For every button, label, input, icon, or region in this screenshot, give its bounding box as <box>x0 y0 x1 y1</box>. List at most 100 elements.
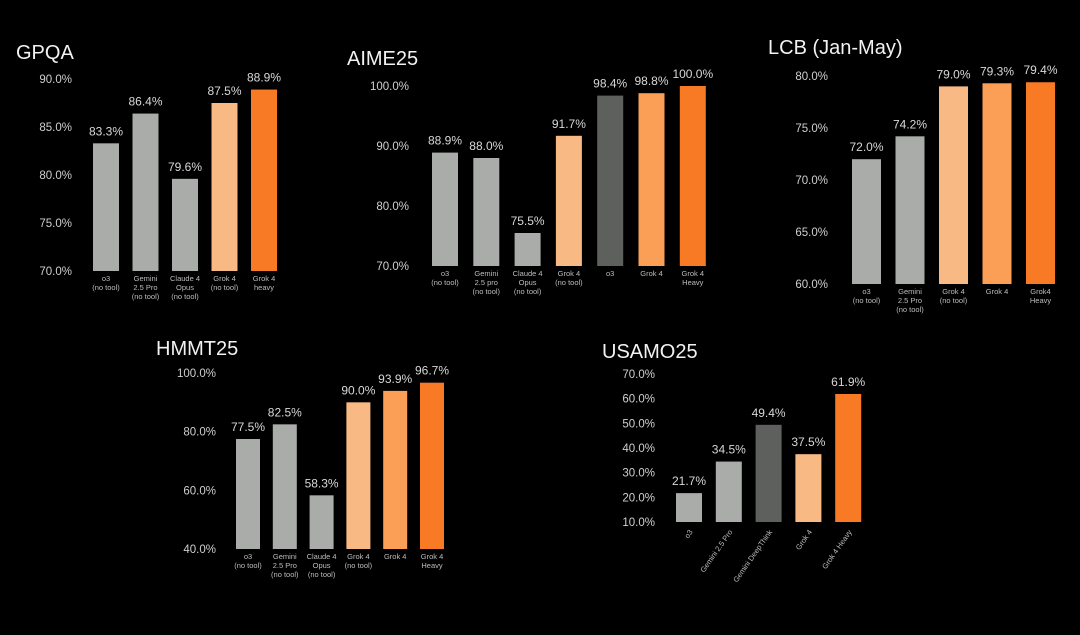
data-label: 75.5% <box>511 214 545 228</box>
data-label: 100.0% <box>672 67 713 81</box>
category-label: Grok4 Heavy <box>1030 287 1052 305</box>
category-label: o3 (no tool) <box>431 269 459 287</box>
bar <box>895 136 925 284</box>
chart-title-hmmt25: HMMT25 <box>156 338 239 360</box>
category-label: Grok 4 (no tool) <box>211 274 239 292</box>
y-tick-label: 40.0% <box>183 544 216 556</box>
category-label: o3 (no tool) <box>92 274 120 292</box>
bar <box>132 113 159 271</box>
y-tick-label: 75.0% <box>39 218 72 230</box>
y-tick-label: 85.0% <box>39 122 72 134</box>
data-label: 49.4% <box>752 406 786 420</box>
y-tick-label: 100.0% <box>177 368 216 380</box>
data-label: 79.4% <box>1023 63 1057 77</box>
category-label: Grok 4 Heavy <box>682 269 705 287</box>
data-label: 88.0% <box>469 139 503 153</box>
data-label: 87.5% <box>207 84 241 98</box>
category-label: Grok 4 Heavy <box>421 552 444 570</box>
y-tick-label: 60.0% <box>795 279 828 291</box>
bar <box>383 390 408 549</box>
y-tick-label: 80.0% <box>795 71 828 83</box>
bar <box>473 158 500 266</box>
y-tick-label: 70.0% <box>795 175 828 187</box>
y-tick-label: 60.0% <box>183 485 216 497</box>
category-label: Grok 4 heavy <box>253 274 276 292</box>
chart-title-gpqa: GPQA <box>16 42 74 64</box>
data-label: 96.7% <box>415 364 449 378</box>
category-label: Gemini 2.5 Pro (no tool) <box>132 274 160 301</box>
y-tick-label: 20.0% <box>622 492 655 504</box>
bar <box>715 461 742 522</box>
category-label: Claude 4 Opus (no tool) <box>307 552 337 579</box>
bar <box>420 382 444 549</box>
category-label: Gemini DeepThink <box>731 528 774 584</box>
data-label: 86.4% <box>128 95 162 109</box>
data-label: 77.5% <box>231 420 265 434</box>
y-tick-label: 70.0% <box>622 369 655 381</box>
y-tick-label: 80.0% <box>376 201 409 213</box>
bar <box>852 159 881 284</box>
category-label: Grok 4 <box>794 528 814 552</box>
data-label: 98.8% <box>634 74 668 88</box>
category-label: Grok 4 (no tool) <box>940 287 968 305</box>
y-tick-label: 40.0% <box>622 443 655 455</box>
bar <box>432 152 458 266</box>
y-tick-label: 10.0% <box>622 517 655 529</box>
bar <box>514 233 541 266</box>
y-tick-label: 50.0% <box>622 418 655 430</box>
data-label: 79.0% <box>936 67 970 81</box>
data-label: 58.3% <box>305 476 339 490</box>
chart-title-aime25: AIME25 <box>347 48 419 70</box>
category-label: Claude 4 Opus (no tool) <box>513 269 543 296</box>
bar <box>679 86 706 266</box>
category-label: Gemini 2.5 Pro (no tool) <box>271 552 299 579</box>
data-label: 79.3% <box>980 64 1014 78</box>
category-label: Grok 4 <box>640 269 663 278</box>
data-label: 34.5% <box>712 443 746 457</box>
category-label: o3 <box>606 269 614 278</box>
bar <box>597 95 624 266</box>
bar <box>1026 82 1055 285</box>
data-label: 82.5% <box>268 405 302 419</box>
category-label: Gemini 2.5 pro (no tool) <box>473 269 501 296</box>
category-label: Gemini 2.5 Pro (no tool) <box>896 287 924 314</box>
category-label: o3 (no tool) <box>853 287 881 305</box>
data-label: 90.0% <box>341 383 375 397</box>
bar <box>939 86 968 285</box>
y-tick-label: 90.0% <box>376 141 409 153</box>
y-tick-label: 65.0% <box>795 227 828 239</box>
data-label: 88.9% <box>247 71 281 85</box>
data-label: 91.7% <box>552 117 586 131</box>
data-label: 61.9% <box>831 375 865 389</box>
data-label: 83.3% <box>89 124 123 138</box>
category-label: Grok 4 Heavy <box>820 528 854 571</box>
bar <box>93 143 119 271</box>
data-label: 21.7% <box>672 474 706 488</box>
bar <box>172 178 198 271</box>
category-label: Claude 4 Opus (no tool) <box>170 274 200 301</box>
y-tick-label: 80.0% <box>39 170 72 182</box>
category-label: Grok 4 (no tool) <box>345 552 373 570</box>
bar <box>251 89 277 271</box>
bar <box>982 83 1012 284</box>
data-label: 72.0% <box>849 140 883 154</box>
data-label: 79.6% <box>168 160 202 174</box>
y-tick-label: 90.0% <box>39 74 72 86</box>
data-label: 88.9% <box>428 134 462 148</box>
y-tick-label: 100.0% <box>370 81 409 93</box>
y-tick-label: 70.0% <box>376 261 409 273</box>
bar <box>555 135 582 266</box>
category-label: Grok 4 (no tool) <box>555 269 583 287</box>
bar <box>272 424 297 549</box>
category-label: o3 (no tool) <box>234 552 262 570</box>
category-label: Gemini 2.5 Pro <box>698 528 734 574</box>
bar <box>755 424 782 522</box>
y-tick-label: 80.0% <box>183 427 216 439</box>
data-label: 98.4% <box>593 77 627 91</box>
y-tick-label: 75.0% <box>795 123 828 135</box>
y-tick-label: 30.0% <box>622 468 655 480</box>
